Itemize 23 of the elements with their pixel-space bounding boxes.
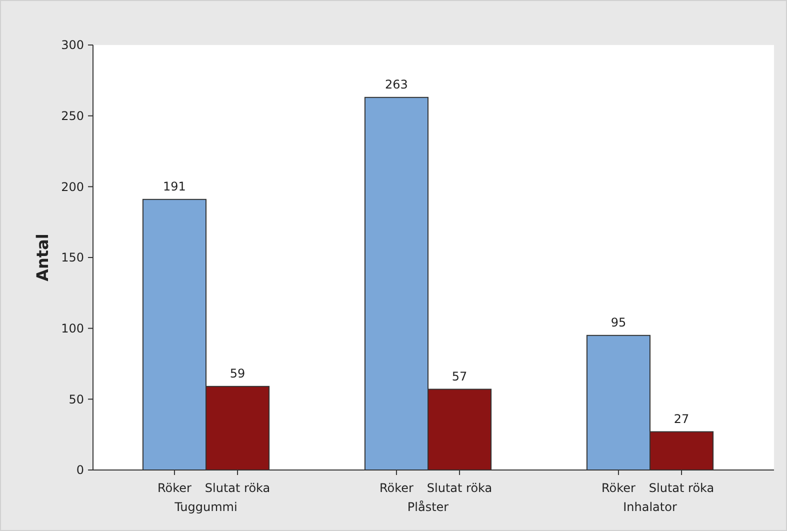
data-label: 263 [385, 77, 408, 92]
y-tick-label: 0 [76, 463, 84, 478]
text: Slutat röka [648, 481, 714, 495]
y-tick-label: 50 [68, 392, 84, 406]
y-tick-label: 200 [61, 180, 84, 194]
y-tick-label: 250 [61, 109, 84, 124]
series-label: Röker [157, 481, 192, 495]
x-tick-label: Tuggummi [174, 500, 238, 514]
data-label: 57 [452, 369, 468, 384]
series-label: Slutat röka [204, 481, 270, 495]
data-label: 191 [163, 179, 186, 194]
y-tick-label: 100 [61, 322, 84, 336]
text: Slutat röka [426, 481, 492, 495]
data-label: 59 [230, 366, 246, 380]
text: Röker [601, 481, 636, 495]
data-label: 95 [610, 315, 626, 330]
y-tick-label: 150 [61, 250, 84, 265]
x-tick-label: Plåster [407, 500, 449, 514]
y-tick-label: 300 [61, 38, 84, 52]
x-tick-label: Inhalator [623, 500, 677, 514]
text: Röker [379, 481, 414, 495]
data-label: 27 [674, 412, 690, 426]
y-axis-title: Antal [33, 234, 52, 282]
